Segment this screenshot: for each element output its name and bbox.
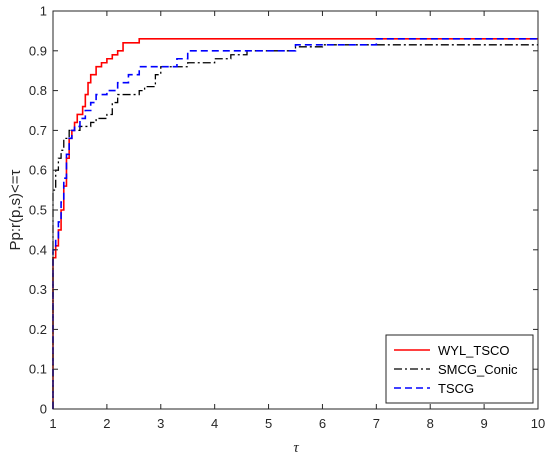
x-tick-label: 8 bbox=[427, 416, 434, 431]
series-line-smcg-conic bbox=[52, 44, 538, 409]
x-tick-label: 7 bbox=[373, 416, 380, 431]
x-tick-label: 6 bbox=[319, 416, 326, 431]
legend-label-wyl-tsco: WYL_TSCO bbox=[438, 343, 510, 358]
y-tick-label: 0.8 bbox=[29, 83, 47, 98]
y-tick-label: 0.2 bbox=[29, 322, 47, 337]
y-axis-label: Pp:r(p,s)<=τ bbox=[7, 169, 24, 250]
y-tick-label: 1 bbox=[40, 4, 47, 19]
x-tick-label: 4 bbox=[211, 416, 218, 431]
y-axis-label-text: Pp:r(p,s)<=τ bbox=[7, 169, 24, 250]
x-axis-label: τ bbox=[293, 440, 299, 456]
y-tick-label: 0.5 bbox=[29, 203, 47, 218]
legend-label-smcg-conic: SMCG_Conic bbox=[438, 362, 518, 377]
y-tick-label: 0.4 bbox=[29, 242, 47, 257]
y-tick-label: 0 bbox=[40, 402, 47, 417]
x-tick-label: 5 bbox=[265, 416, 272, 431]
x-tick-label: 10 bbox=[531, 416, 545, 431]
y-tick-label: 0.9 bbox=[29, 43, 47, 58]
series-layer bbox=[52, 38, 538, 409]
x-tick-label: 2 bbox=[103, 416, 110, 431]
y-tick-label: 0.3 bbox=[29, 282, 47, 297]
y-tick-label: 0.1 bbox=[29, 362, 47, 377]
y-tick-label: 0.6 bbox=[29, 163, 47, 178]
legend-label-tscg: TSCG bbox=[438, 381, 474, 396]
x-tick-label: 1 bbox=[49, 416, 56, 431]
series-line-tscg bbox=[52, 38, 538, 409]
x-tick-label: 3 bbox=[157, 416, 164, 431]
series-line-wyl-tsco bbox=[52, 38, 538, 409]
y-tick-label: 0.7 bbox=[29, 123, 47, 138]
legend: WYL_TSCO SMCG_Conic TSCG bbox=[385, 334, 534, 404]
tick-layer: 1 2 3 4 5 6 7 8 9 10 0 0.1 0.2 0.3 0.4 0.5 0.6 0.7 0.8 0.9 1 bbox=[29, 4, 545, 432]
x-tick-label: 9 bbox=[480, 416, 487, 431]
